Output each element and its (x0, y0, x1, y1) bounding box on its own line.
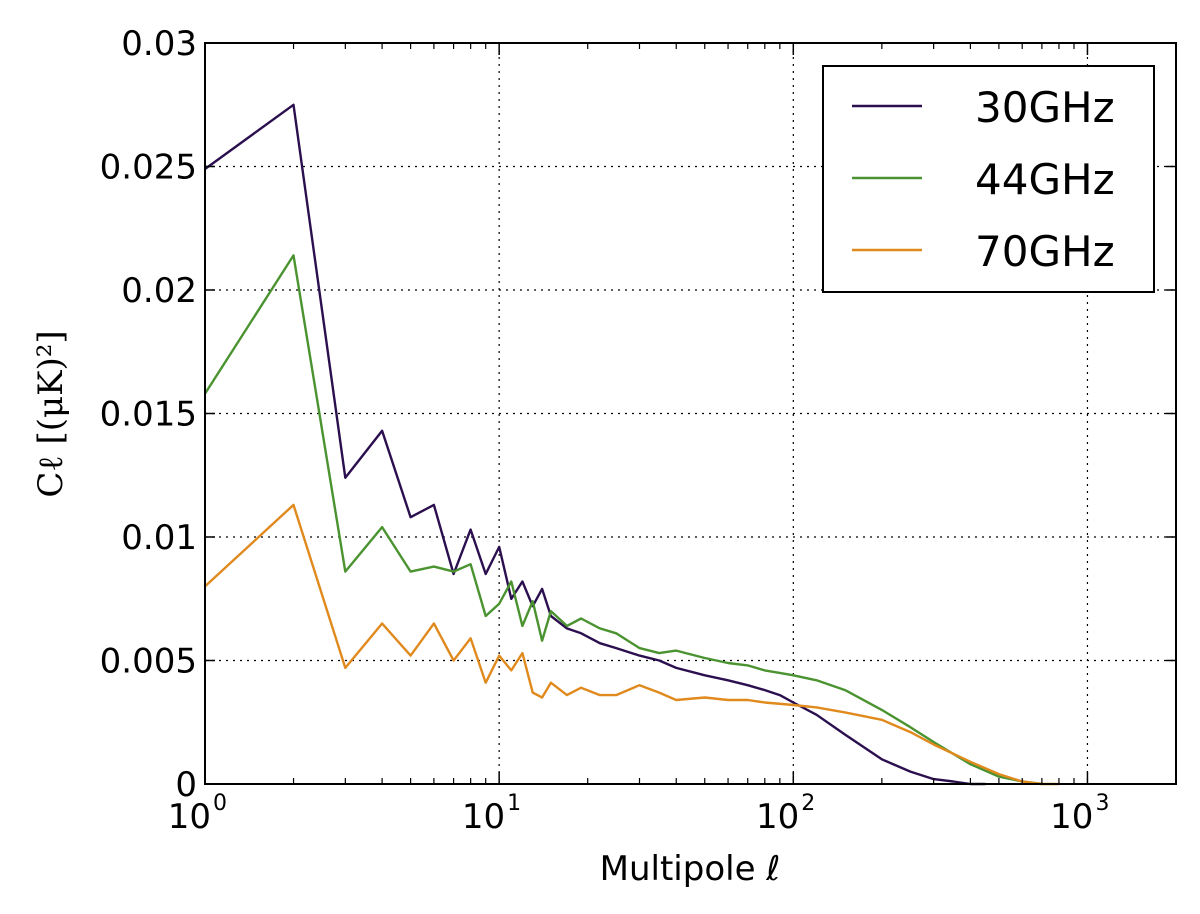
x-tick-label: 10 0 (168, 791, 227, 837)
y-tick-label: 0.01 (121, 518, 197, 558)
y-tick-label: 0.02 (121, 271, 197, 311)
x-tick-base: 10 (168, 797, 211, 837)
axis-ticks (204, 42, 1177, 785)
x-tick-base: 10 (1050, 797, 1093, 837)
y-tick-labels: 0 0.005 0.01 0.015 0.02 0.025 0.03 (100, 24, 197, 805)
series-line-30ghz (204, 103, 986, 786)
legend-label-44ghz: 44GHz (975, 155, 1115, 204)
x-tick-exponent: 3 (1095, 791, 1109, 816)
x-tick-label: 10 3 (1050, 791, 1109, 837)
y-tick-label: 0.03 (121, 24, 197, 64)
x-tick-exponent: 0 (213, 791, 227, 816)
legend-label-70ghz: 70GHz (975, 227, 1115, 276)
series-line-44ghz (203, 254, 1043, 786)
x-tick-labels: 10 0 10 1 10 2 10 3 (168, 791, 1110, 837)
x-tick-label: 10 2 (756, 791, 815, 837)
x-tick-label: 10 1 (462, 791, 521, 837)
y-tick-label: 0.005 (100, 642, 197, 682)
y-tick-label: 0.025 (100, 148, 197, 188)
series-lines (203, 103, 1059, 786)
y-tick-label: 0 (175, 765, 197, 805)
y-axis-label: Cℓ [(μK)²] (31, 330, 71, 497)
x-tick-exponent: 1 (507, 791, 521, 816)
grid-lines (205, 43, 1176, 784)
x-axis-label: Multipole ℓ (600, 849, 781, 889)
y-tick-label: 0.015 (100, 395, 197, 435)
x-tick-base: 10 (756, 797, 799, 837)
x-tick-base: 10 (462, 797, 505, 837)
legend: 30GHz 44GHz 70GHz (822, 65, 1155, 293)
legend-label-30ghz: 30GHz (975, 83, 1115, 132)
x-tick-exponent: 2 (801, 791, 815, 816)
series-line-70ghz (204, 503, 1059, 786)
